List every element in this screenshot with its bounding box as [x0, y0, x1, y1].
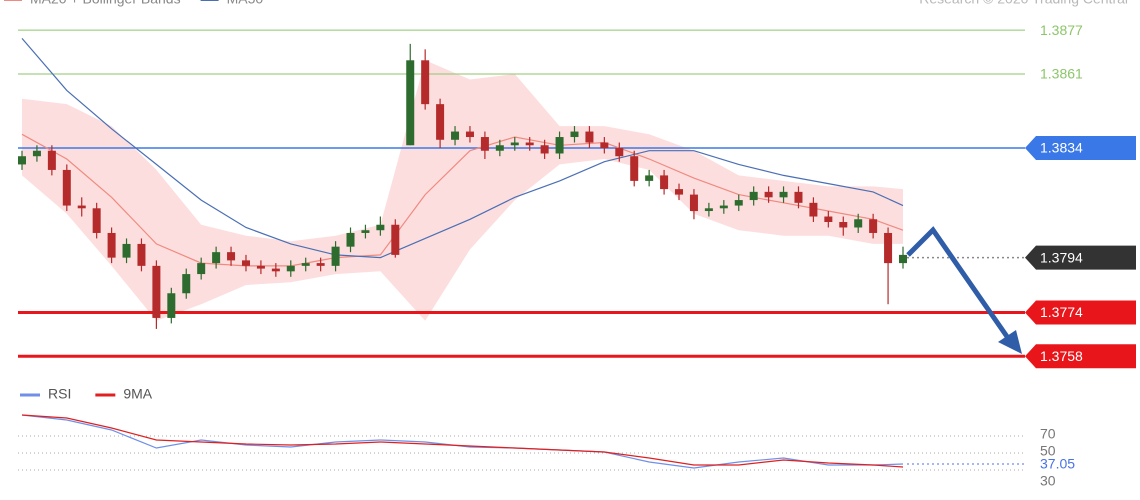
- forecast-arrow: [906, 226, 1011, 340]
- candle-body: [899, 254, 907, 264]
- y-tick-label: 50: [1040, 443, 1056, 459]
- ma-line: [21, 38, 904, 259]
- candle-body: [32, 150, 41, 157]
- candle-body: [585, 131, 594, 143]
- candle-body: [749, 191, 758, 201]
- level-label-box: [1025, 300, 1136, 325]
- candle-body: [480, 137, 489, 151]
- candle-body: [525, 142, 534, 146]
- candle-body: [406, 60, 415, 146]
- candle-body: [122, 243, 131, 258]
- candle-body: [704, 208, 713, 212]
- candle-body: [495, 145, 504, 151]
- candle-body: [301, 263, 310, 266]
- candle-body: [167, 293, 176, 318]
- candle-body: [361, 230, 370, 233]
- level-label: 1.3794: [1040, 249, 1083, 265]
- candle-body: [77, 205, 86, 209]
- candle-body: [107, 232, 116, 258]
- candle-body: [854, 219, 863, 228]
- candle-body: [286, 265, 295, 272]
- candle-body: [465, 131, 474, 138]
- level-label: 1.3774: [1040, 304, 1083, 320]
- forecast-arrowhead: [998, 330, 1022, 354]
- level-label: 1.3834: [1040, 140, 1083, 156]
- candle-body: [839, 222, 848, 228]
- candle-body: [152, 265, 161, 318]
- candle-body: [764, 191, 773, 198]
- candle-body: [92, 208, 101, 233]
- candle-body: [779, 191, 788, 198]
- candle-body: [18, 156, 26, 165]
- candle-body: [241, 260, 250, 266]
- legend-label: MA50: [227, 0, 264, 7]
- level-label: 1.3861: [1040, 66, 1083, 82]
- candle-body: [794, 191, 803, 203]
- candle-body: [331, 246, 340, 266]
- candle-body: [227, 252, 236, 261]
- candle-body: [271, 268, 280, 272]
- bollinger-band: [22, 60, 903, 321]
- rsi-line: [21, 414, 904, 468]
- candle-body: [570, 131, 579, 138]
- candle-body: [689, 194, 698, 212]
- level-label-box: [1025, 245, 1136, 270]
- candle-body: [391, 224, 400, 255]
- copyright: Research © 2020 Trading Central: [919, 0, 1128, 7]
- candle-body: [62, 169, 71, 206]
- y-tick-label: 30: [1040, 473, 1056, 489]
- candle-body: [376, 224, 385, 231]
- candle-body: [734, 200, 743, 206]
- candle-body: [645, 175, 654, 181]
- y-tick-label: 70: [1040, 426, 1056, 442]
- candle-body: [675, 189, 684, 195]
- candle-body: [719, 205, 728, 209]
- legend-label: MA20 + Bollinger Bands: [30, 0, 181, 7]
- candle-body: [212, 252, 221, 264]
- level-label-box: [1025, 136, 1136, 160]
- candle-body: [451, 131, 460, 140]
- plot: Research © 2020 Trading Central 1.3877 1.3…: [4, 0, 1136, 489]
- candle-body: [316, 263, 325, 266]
- candle-body: [540, 145, 549, 154]
- candle-body: [256, 265, 265, 269]
- rsi-line: [21, 414, 904, 469]
- candle-body: [660, 175, 669, 190]
- candle-body: [421, 60, 430, 105]
- level-label: 1.3758: [1040, 348, 1083, 364]
- candle-body: [869, 219, 878, 233]
- level-label-box: [1025, 344, 1136, 369]
- candle-body: [182, 274, 191, 294]
- candle-body: [197, 263, 206, 275]
- candle-body: [555, 137, 564, 154]
- candle-body: [630, 156, 639, 181]
- level-label: 1.3877: [1040, 22, 1083, 38]
- candle-body: [47, 150, 56, 170]
- last-value-label: 37.05: [1040, 456, 1075, 472]
- candle-body: [600, 142, 609, 148]
- candle-body: [346, 232, 355, 247]
- legend-label: RSI: [48, 386, 71, 402]
- candle-body: [436, 104, 445, 140]
- candle-body: [824, 216, 833, 222]
- candle-body: [137, 243, 146, 266]
- candle-body: [809, 202, 818, 217]
- candle-body: [884, 232, 893, 264]
- legend-label: 9MA: [123, 386, 152, 402]
- candle-body: [615, 148, 624, 157]
- candle-body: [510, 142, 519, 146]
